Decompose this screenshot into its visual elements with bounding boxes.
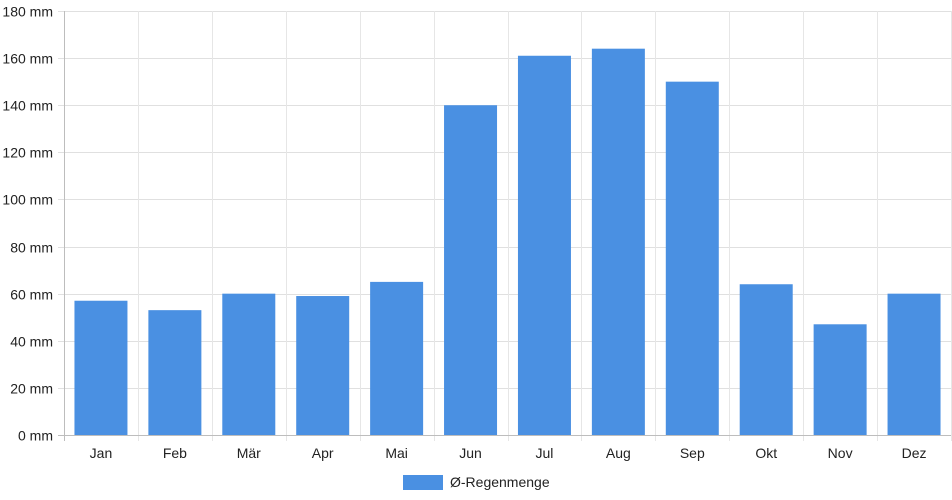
x-tick-label: Mär bbox=[237, 445, 261, 461]
x-tick-label: Dez bbox=[902, 445, 927, 461]
x-tick-label: Jul bbox=[536, 445, 554, 461]
bar-okt[interactable] bbox=[739, 284, 793, 435]
bar-series bbox=[74, 48, 941, 436]
x-tick-label: Okt bbox=[755, 445, 777, 461]
y-tick-label: 80 mm bbox=[10, 240, 53, 256]
y-tick-label: 140 mm bbox=[2, 98, 53, 114]
y-tick-label: 100 mm bbox=[2, 192, 53, 208]
y-tick-label: 160 mm bbox=[2, 51, 53, 67]
x-tick-label: Nov bbox=[828, 445, 853, 461]
axes bbox=[58, 11, 951, 441]
x-tick-label: Apr bbox=[312, 445, 334, 461]
x-tick-label: Sep bbox=[680, 445, 705, 461]
legend-label[interactable]: Ø-Regenmenge bbox=[450, 474, 550, 490]
bar-jun[interactable] bbox=[444, 105, 498, 435]
y-axis-ticks: 0 mm 20 mm 40 mm 60 mm 80 mm 100 mm 120 mm 140 … bbox=[2, 4, 53, 444]
bar-sep[interactable] bbox=[665, 81, 719, 436]
legend: Ø-Regenmenge bbox=[403, 474, 550, 490]
x-tick-label: Jan bbox=[90, 445, 113, 461]
x-tick-label: Aug bbox=[606, 445, 631, 461]
bar-nov[interactable] bbox=[813, 324, 867, 435]
y-tick-label: 180 mm bbox=[2, 4, 53, 20]
x-tick-label: Jun bbox=[459, 445, 482, 461]
y-tick-label: 60 mm bbox=[10, 287, 53, 303]
legend-swatch[interactable] bbox=[403, 475, 443, 490]
bar-dez[interactable] bbox=[887, 293, 941, 435]
bar-aug[interactable] bbox=[591, 48, 645, 435]
x-axis-ticks: Jan Feb Mär Apr Mai Jun Jul Aug Sep Okt Nov Dez bbox=[90, 445, 927, 461]
bar-feb[interactable] bbox=[148, 310, 202, 435]
bar-jul[interactable] bbox=[517, 55, 571, 435]
bar-jan[interactable] bbox=[74, 300, 128, 435]
y-tick-label: 40 mm bbox=[10, 334, 53, 350]
x-tick-label: Feb bbox=[163, 445, 187, 461]
y-tick-label: 0 mm bbox=[18, 428, 53, 444]
x-tick-label: Mai bbox=[385, 445, 408, 461]
bar-mär[interactable] bbox=[222, 293, 276, 435]
y-tick-label: 120 mm bbox=[2, 145, 53, 161]
bar-apr[interactable] bbox=[296, 296, 350, 435]
y-tick-label: 20 mm bbox=[10, 381, 53, 397]
bar-mai[interactable] bbox=[370, 281, 424, 435]
